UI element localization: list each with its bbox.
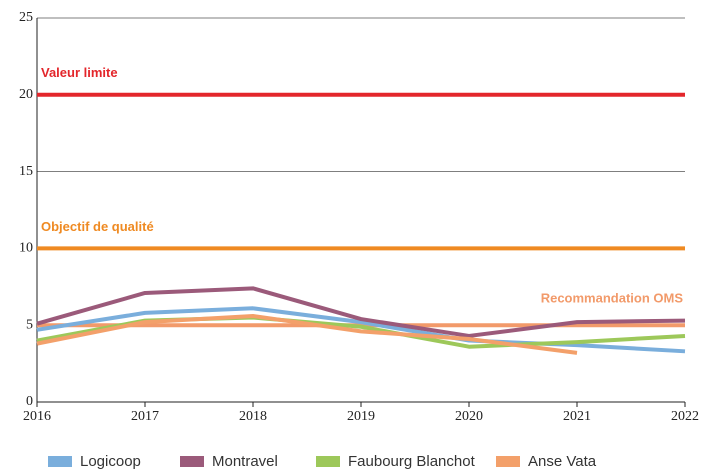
y-tick-label: 0	[26, 394, 33, 409]
legend-label: Logicoop	[80, 453, 141, 470]
legend-swatch	[180, 456, 204, 467]
x-tick-label: 2016	[23, 409, 51, 424]
x-tick-label: 2018	[239, 409, 267, 424]
legend-swatch	[316, 456, 340, 467]
series-line	[36, 313, 578, 355]
series-line	[36, 306, 686, 354]
y-tick-label: 5	[26, 317, 33, 332]
legend-swatch	[496, 456, 520, 467]
annotation: Valeur limite	[41, 65, 118, 80]
y-tick-label: 10	[19, 241, 33, 256]
annotation: Objectif de qualité	[41, 219, 154, 234]
y-tick-label: 25	[19, 10, 33, 25]
x-tick-label: 2021	[563, 409, 591, 424]
y-tick-label: 15	[19, 164, 33, 179]
legend-label: Anse Vata	[528, 453, 597, 470]
legend-swatch	[48, 456, 72, 467]
x-tick-label: 2019	[347, 409, 375, 424]
x-tick-label: 2017	[131, 409, 159, 424]
x-tick-label: 2022	[671, 409, 699, 424]
x-tick-label: 2020	[455, 409, 483, 424]
legend-label: Faubourg Blanchot	[348, 453, 476, 470]
y-tick-label: 20	[19, 87, 33, 102]
series-line	[36, 286, 686, 338]
annotation: Recommandation OMS	[541, 291, 684, 306]
legend-label: Montravel	[212, 453, 278, 470]
